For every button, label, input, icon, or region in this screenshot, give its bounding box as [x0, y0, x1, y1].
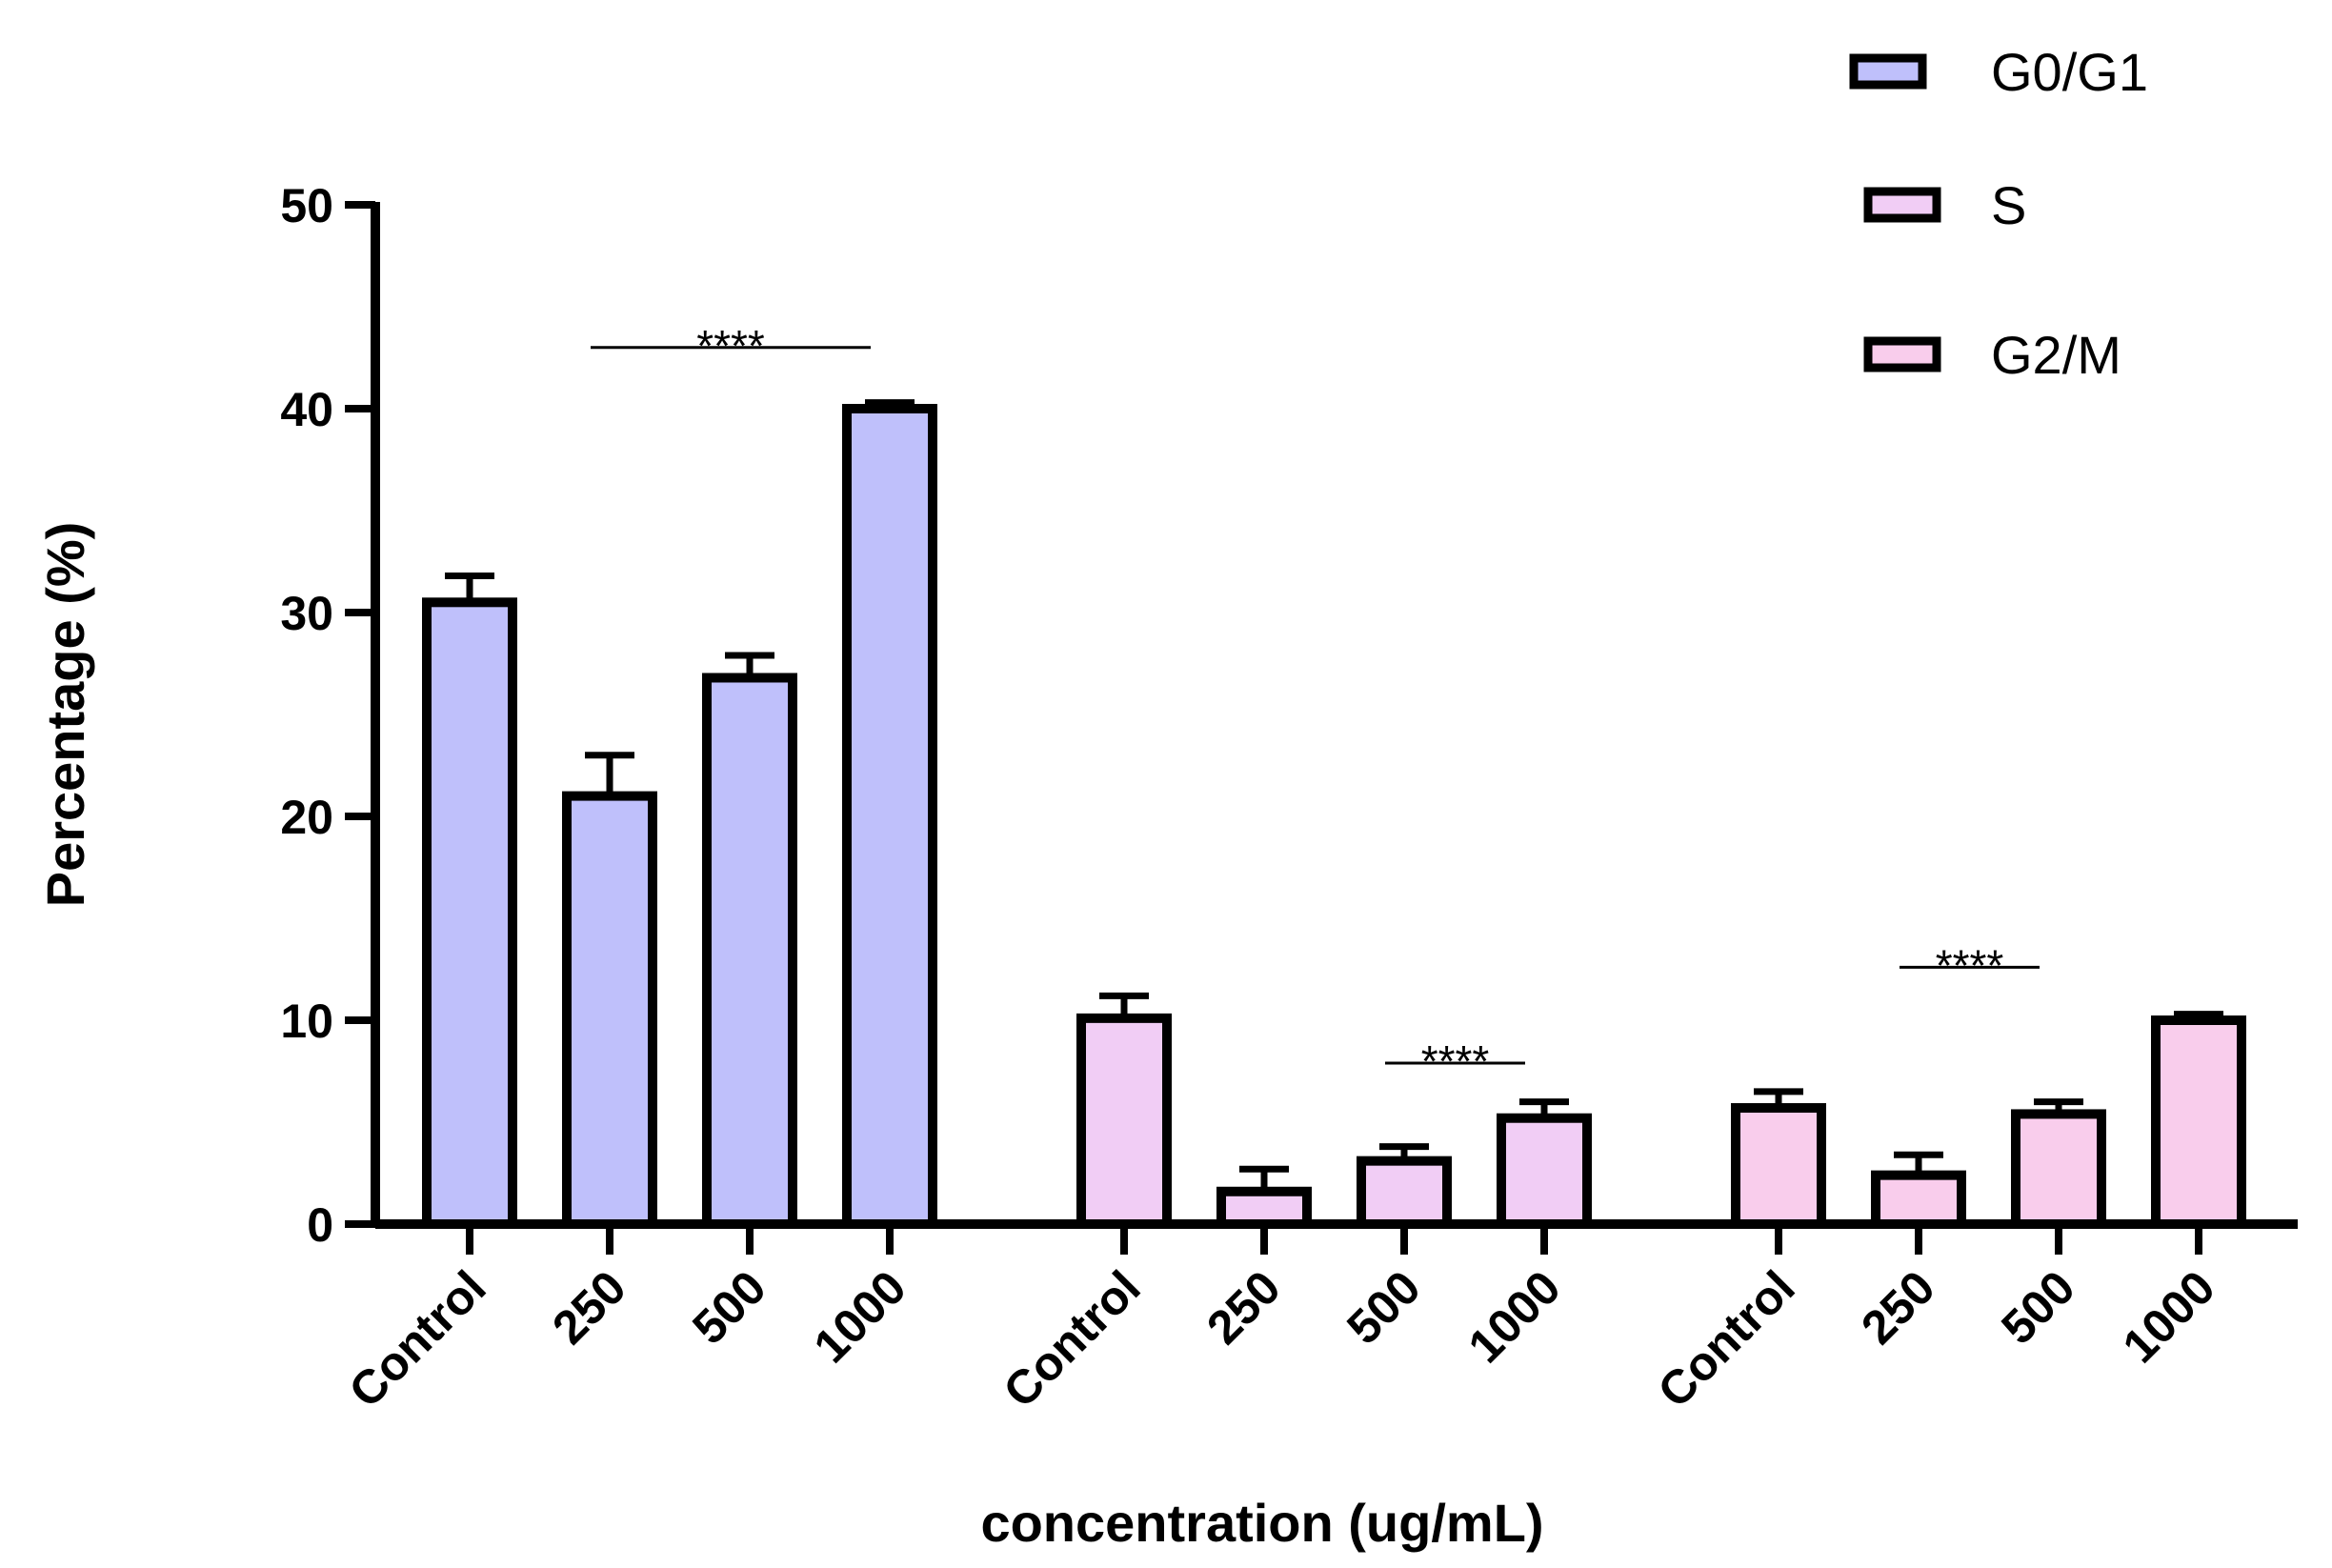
- bar-G2/M-500: [2011, 1109, 2106, 1229]
- y-tick-label-40: 40: [280, 383, 333, 436]
- significance-label-1: ****: [1421, 1036, 1490, 1086]
- x-category-label-250: 250: [542, 1260, 636, 1355]
- y-tick-label-0: 0: [307, 1198, 333, 1252]
- bar-G2/M-1000: [2151, 1015, 2246, 1229]
- x-category-label-250: 250: [1196, 1260, 1291, 1355]
- x-category-label-500: 500: [1991, 1260, 2085, 1355]
- legend-swatch-G2/M: [1863, 336, 1941, 372]
- x-category-label-500: 500: [682, 1260, 776, 1355]
- significance-label-2: ****: [1936, 940, 2004, 990]
- x-category-label-Control: Control: [994, 1260, 1151, 1417]
- x-category-label-1000: 1000: [2113, 1260, 2225, 1373]
- x-category-label-1000: 1000: [804, 1260, 916, 1373]
- significance-label-0: ****: [696, 321, 765, 371]
- y-tick-label-10: 10: [280, 995, 333, 1048]
- x-category-label-500: 500: [1337, 1260, 1431, 1355]
- bar-S-250: [1216, 1186, 1312, 1230]
- legend-label-G2/M: G2/M: [1991, 325, 2121, 385]
- x-category-label-Control: Control: [339, 1260, 496, 1417]
- y-tick-label-20: 20: [280, 791, 333, 844]
- y-axis-title: Percentage (%): [35, 522, 95, 908]
- x-axis-title: concentration (ug/mL): [980, 1493, 1543, 1553]
- bar-S-Control: [1076, 1013, 1172, 1229]
- bar-G0/G1-500: [702, 673, 797, 1229]
- bar-G0/G1-1000: [842, 404, 937, 1229]
- x-category-label-250: 250: [1851, 1260, 1945, 1355]
- legend-label-G0/G1: G0/G1: [1991, 42, 2148, 102]
- x-category-label-1000: 1000: [1458, 1260, 1571, 1373]
- legend-label-S: S: [1991, 175, 2026, 235]
- y-tick-label-30: 30: [280, 587, 333, 640]
- bar-S-500: [1357, 1156, 1452, 1230]
- bar-G2/M-250: [1871, 1170, 1966, 1230]
- bar-S-1000: [1497, 1113, 1592, 1229]
- bar-G2/M-Control: [1731, 1103, 1826, 1230]
- y-tick-label-50: 50: [280, 179, 333, 232]
- bar-G0/G1-250: [562, 791, 657, 1229]
- x-category-label-Control: Control: [1648, 1260, 1805, 1417]
- legend-swatch-S: [1863, 187, 1941, 223]
- legend-swatch-G0/G1: [1849, 53, 1927, 90]
- bar-G0/G1-Control: [422, 597, 517, 1229]
